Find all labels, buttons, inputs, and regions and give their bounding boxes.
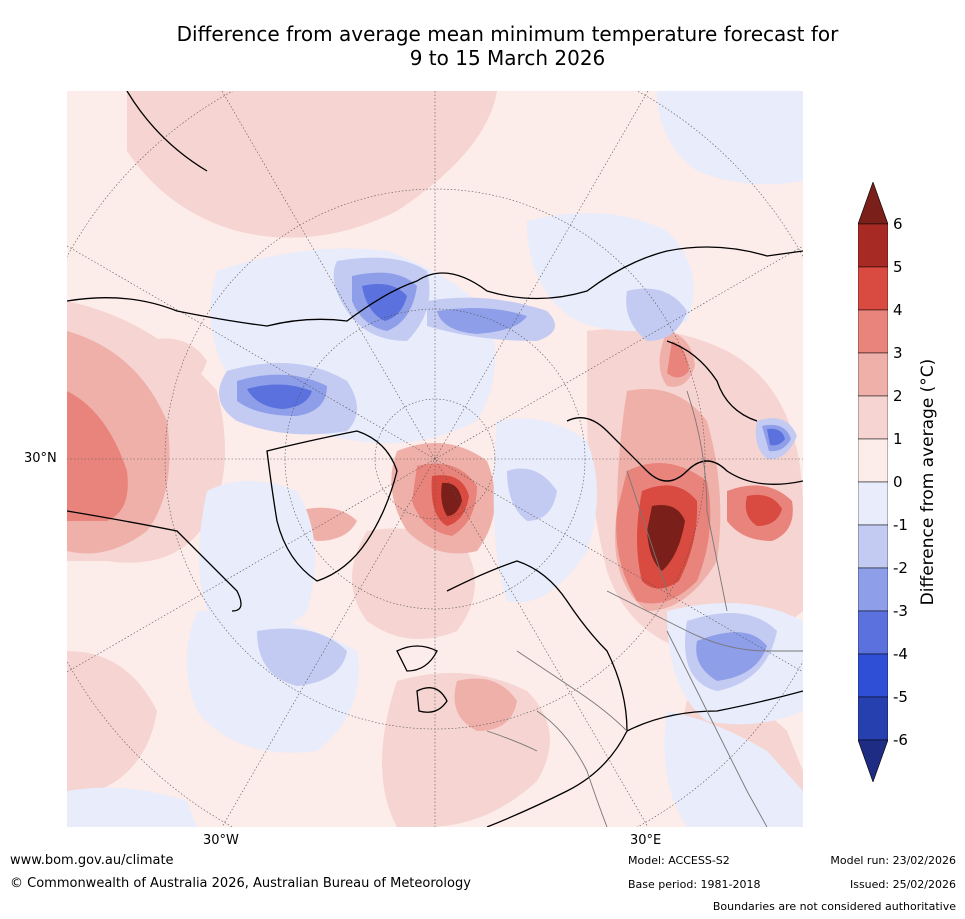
coastlines bbox=[67, 91, 803, 827]
colorbar-tick-label: -3 bbox=[893, 602, 908, 620]
colorbar-label: Difference from average (°C) bbox=[918, 358, 938, 606]
colorbar-tick-label: 2 bbox=[893, 387, 903, 405]
colorbar-segment-m1-to-0 bbox=[858, 481, 888, 526]
colorbar-tick-label: 1 bbox=[893, 430, 903, 448]
colorbar-segment-0-to-1 bbox=[858, 438, 888, 483]
model-text: Model: ACCESS-S2 bbox=[628, 854, 730, 867]
longitude-label-30w: 30°W bbox=[203, 833, 239, 848]
title-line-2: 9 to 15 March 2026 bbox=[409, 46, 606, 70]
disclaimer-text: Boundaries are not considered authoritat… bbox=[712, 900, 956, 913]
colorbar-segments bbox=[858, 223, 888, 741]
colorbar-segment-m2-to-m1 bbox=[858, 524, 888, 569]
forecast-map bbox=[67, 91, 803, 827]
website-text: www.bom.gov.au/climate bbox=[10, 853, 174, 868]
anomaly-warm-5-plus bbox=[441, 482, 685, 571]
colorbar bbox=[858, 182, 888, 782]
colorbar-tick-label: 6 bbox=[893, 215, 903, 233]
colorbar-segment-1-to-2 bbox=[858, 395, 888, 440]
colorbar-tick-label: -4 bbox=[893, 645, 908, 663]
colorbar-segment-m6-to-m5 bbox=[858, 696, 888, 741]
longitude-label-30e: 30°E bbox=[630, 833, 662, 848]
colorbar-segment-4-to-5 bbox=[858, 266, 888, 311]
colorbar-tick-label: -2 bbox=[893, 559, 908, 577]
base-period-text: Base period: 1981-2018 bbox=[628, 878, 761, 891]
colorbar-below-min bbox=[858, 739, 888, 782]
colorbar-segment-m4-to-m3 bbox=[858, 610, 888, 655]
colorbar-above-max bbox=[858, 182, 888, 225]
latitude-label-30n: 30°N bbox=[24, 451, 57, 466]
colorbar-segment-3-to-4 bbox=[858, 309, 888, 354]
colorbar-segment-m5-to-m4 bbox=[858, 653, 888, 698]
map-title: Difference from average mean minimum tem… bbox=[60, 22, 955, 70]
colorbar-tick-label: -6 bbox=[893, 731, 908, 749]
colorbar-tick-label: 0 bbox=[893, 473, 903, 491]
colorbar-tick-label: -1 bbox=[893, 516, 908, 534]
colorbar-segment-5-to-6 bbox=[858, 223, 888, 268]
country-borders bbox=[486, 390, 803, 827]
copyright-text: © Commonwealth of Australia 2026, Austra… bbox=[10, 876, 471, 891]
colorbar-segment-m3-to-m2 bbox=[858, 567, 888, 612]
colorbar-segment-2-to-3 bbox=[858, 352, 888, 397]
colorbar-tick-label: -5 bbox=[893, 688, 908, 706]
title-line-1: Difference from average mean minimum tem… bbox=[176, 22, 839, 46]
graticule bbox=[67, 91, 803, 827]
model-run-text: Model run: 23/02/2026 bbox=[830, 854, 956, 867]
colorbar-tick-label: 5 bbox=[893, 258, 903, 276]
colorbar-tick-label: 4 bbox=[893, 301, 903, 319]
issued-text: Issued: 25/02/2026 bbox=[849, 878, 956, 891]
colorbar-tick-label: 3 bbox=[893, 344, 903, 362]
